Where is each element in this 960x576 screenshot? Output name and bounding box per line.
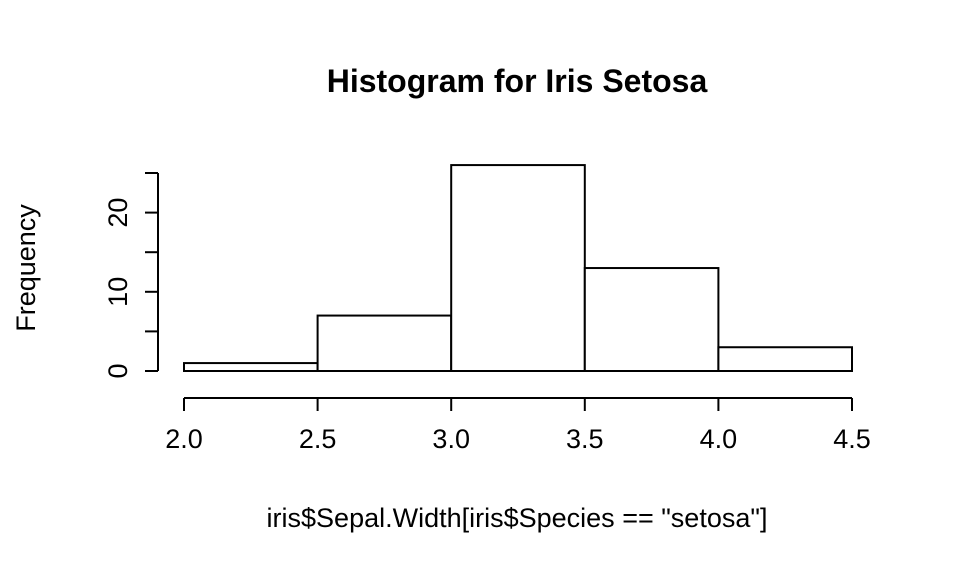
chart-title: Histogram for Iris Setosa <box>327 63 708 99</box>
y-axis-label: Frequency <box>11 204 41 332</box>
histogram-bar-4 <box>583 267 720 373</box>
x-tick-label: 3.0 <box>432 424 470 454</box>
histogram-bar-2 <box>316 314 453 372</box>
x-tick-label: 4.0 <box>700 424 738 454</box>
x-axis: 2.0 2.5 3.0 3.5 4.0 4.5 <box>165 397 871 454</box>
y-axis: 0 10 20 <box>103 172 159 379</box>
x-tick-label: 2.5 <box>299 424 337 454</box>
y-tick-label: 20 <box>103 198 133 228</box>
x-tick-label: 4.5 <box>833 424 871 454</box>
y-tick-label: 0 <box>103 363 133 378</box>
histogram-bar-3 <box>450 164 586 372</box>
histogram-bar-5 <box>717 346 854 372</box>
x-tick-label: 3.5 <box>566 424 604 454</box>
x-tick-label: 2.0 <box>165 424 203 454</box>
histogram-bar-1 <box>183 362 319 372</box>
y-tick-label: 10 <box>103 277 133 307</box>
histogram-bars <box>183 164 854 373</box>
x-axis-label: iris$Sepal.Width[iris$Species == "setosa… <box>267 503 768 533</box>
